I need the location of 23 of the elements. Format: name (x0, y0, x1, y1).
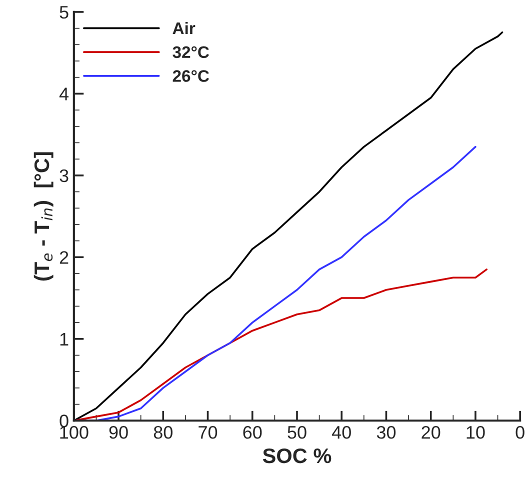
x-tick-label: 80 (154, 426, 172, 439)
x-tick-label: 90 (109, 426, 128, 439)
x-tick-label: 60 (243, 426, 262, 439)
x-tick-label: 20 (422, 426, 440, 439)
y-tick-label: 2 (60, 251, 68, 264)
x-tick-label: 40 (332, 426, 351, 439)
x-tick-label: 30 (376, 426, 396, 439)
legend-label: Air (172, 22, 196, 34)
legend-label: 32°C (172, 46, 210, 58)
y-tick-label: 1 (60, 333, 68, 346)
x-tick-label: 50 (288, 426, 306, 439)
x-tick-label: 0 (516, 426, 524, 439)
line-series (74, 268, 488, 421)
x-tick-label: 100 (60, 426, 88, 439)
x-tick-label: 70 (198, 426, 218, 439)
x-tick-label: 10 (466, 426, 485, 439)
y-tick-label: 0 (60, 414, 68, 428)
y-tick-label: 5 (60, 6, 68, 19)
y-tick-label: 4 (59, 88, 69, 100)
legend-label: 26°C (172, 70, 210, 82)
y-tick-label: 3 (60, 169, 68, 182)
x-axis-title: SOC % (262, 448, 332, 464)
y-axis-title: (T$_{e}$ - T$_{in}$) [°C] (34, 152, 54, 281)
